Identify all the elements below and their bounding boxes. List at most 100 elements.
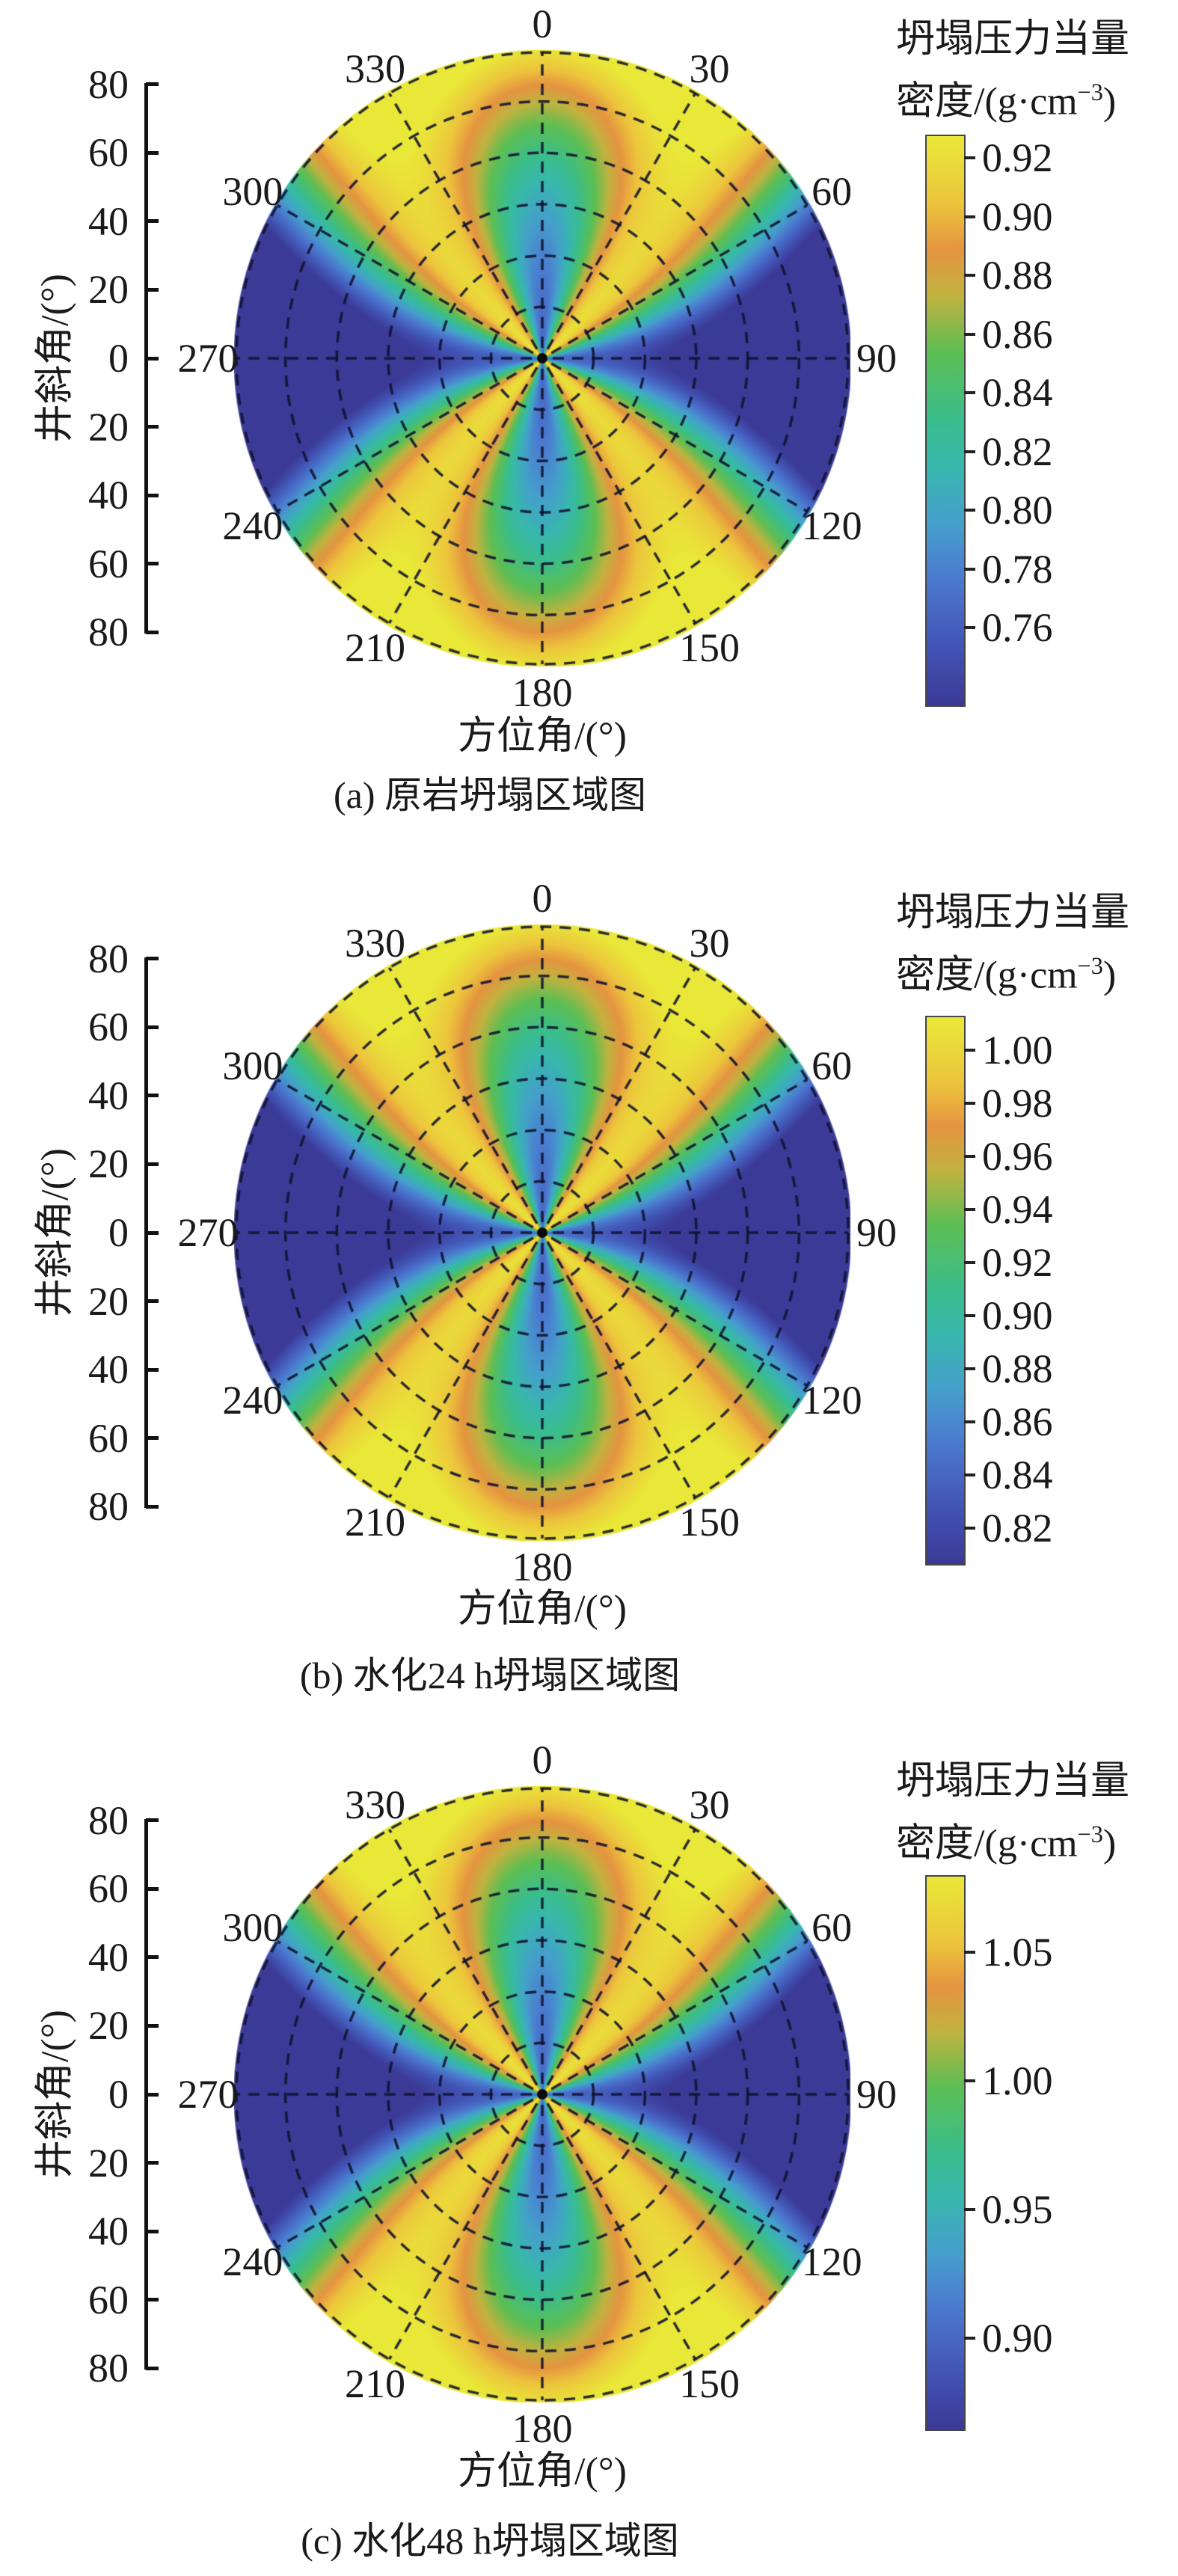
y-axis-tick-label: 20 (88, 1278, 129, 1324)
x-axis-title: 方位角/(°) (458, 715, 627, 758)
superscript-exponent: −3 (1077, 1821, 1103, 1847)
y-axis-tick-label: 0 (108, 1210, 129, 1255)
angular-tick-label: 210 (345, 2361, 405, 2407)
colorbar-tick-label: 1.00 (982, 2058, 1053, 2104)
y-axis-title-text: 井斜角/(°) (34, 1148, 77, 1317)
y-axis-title: 井斜角/(°) (23, 2010, 79, 2179)
y-axis-tick-mark (146, 1230, 159, 1235)
colorbar-tick-label: 0.82 (982, 1506, 1053, 1551)
colorbar-tick-mark (964, 274, 975, 277)
colorbar-tick-mark (964, 1367, 975, 1371)
colorbar-tick-mark (964, 450, 975, 453)
y-axis-tick-mark (146, 2161, 159, 2165)
angular-tick-label: 210 (345, 625, 405, 671)
colorbar-title: 坍塌压力当量 密度/(g·cm−3) (896, 1755, 1177, 1870)
angular-tick-label: 150 (679, 625, 740, 671)
colorbar-tick-mark (964, 2079, 975, 2083)
angular-tick-label: 270 (177, 2072, 239, 2117)
y-axis-tick-mark (146, 1094, 159, 1098)
colorbar-title: 坍塌压力当量 密度/(g·cm−3) (896, 13, 1177, 128)
colorbar-tick-mark (964, 1951, 975, 1954)
polar-heatmap-canvas (234, 50, 850, 666)
polar-heatmap-canvas (234, 1786, 850, 2402)
angular-tick-label: 210 (345, 1500, 405, 1545)
colorbar-tick-mark (964, 391, 975, 395)
y-axis-tick-mark (146, 630, 159, 634)
y-axis-tick-mark (146, 957, 159, 961)
colorbar-tick-mark (964, 1102, 975, 1105)
angular-tick-label: 330 (345, 1782, 405, 1827)
angular-tick-label: 300 (222, 168, 283, 214)
y-axis-tick-label: 60 (88, 1866, 129, 1912)
colorbar-tick-mark (964, 567, 975, 571)
colorbar-title-line2: 密度/(g·cm−3) (896, 1808, 1177, 1870)
colorbar-tick-label: 0.80 (982, 488, 1053, 533)
angular-tick-label: 270 (177, 336, 239, 381)
x-axis-title: 方位角/(°) (458, 1588, 627, 1631)
y-axis-tick-mark (146, 1818, 159, 1823)
y-axis-tick-label: 40 (88, 2209, 129, 2254)
angular-tick-label: 150 (679, 2361, 740, 2407)
y-axis-title-text: 井斜角/(°) (34, 2010, 77, 2179)
y-axis-tick-label: 80 (88, 2346, 129, 2391)
y-axis-tick-label: 40 (88, 473, 129, 518)
y-axis-tick-mark (146, 82, 159, 87)
y-axis-tick-mark (146, 2023, 159, 2028)
angular-tick-label: 330 (345, 46, 405, 91)
y-axis-title-text: 井斜角/(°) (34, 274, 77, 443)
angular-tick-label: 30 (689, 1782, 730, 1827)
colorbar-tick-mark (964, 509, 975, 512)
colorbar-tick-label: 1.05 (982, 1930, 1053, 1975)
x-axis-title: 方位角/(°) (458, 2450, 627, 2493)
angular-tick-label: 90 (856, 2072, 897, 2117)
angular-tick-label: 30 (689, 46, 730, 91)
colorbar-tick-mark (964, 1473, 975, 1477)
y-axis-tick-label: 40 (88, 198, 129, 244)
colorbar-tick-label: 0.96 (982, 1134, 1053, 1180)
y-axis-tick-label: 60 (88, 541, 129, 586)
colorbar-tick-mark (964, 1208, 975, 1212)
colorbar-gradient (925, 1875, 966, 2431)
y-axis-tick-label: 0 (108, 336, 129, 381)
colorbar-unit-suffix: ) (1102, 1822, 1117, 1865)
colorbar-title-line1: 坍塌压力当量 (896, 18, 1130, 61)
colorbar-gradient (925, 135, 966, 707)
colorbar-unit-prefix: 密度/(g·cm (896, 1822, 1078, 1865)
y-axis-tick-label: 60 (88, 130, 129, 176)
angular-tick-label: 240 (222, 2239, 283, 2284)
colorbar-tick-label: 0.88 (982, 253, 1053, 298)
y-axis-tick-label: 80 (88, 61, 129, 107)
subplot-caption: (a) 原岩坍塌区域图 (334, 774, 646, 816)
angular-tick-label: 240 (222, 503, 283, 548)
y-axis-tick-mark (146, 1299, 159, 1304)
colorbar-tick-mark (964, 2208, 975, 2212)
y-axis-tick-mark (146, 150, 159, 155)
angular-tick-label: 60 (812, 1043, 853, 1088)
colorbar-tick-mark (964, 1155, 975, 1159)
colorbar-tick-mark (964, 626, 975, 630)
colorbar-tick-label: 0.90 (982, 194, 1053, 239)
colorbar-title: 坍塌压力当量 密度/(g·cm−3) (896, 887, 1177, 1002)
y-axis-tick-label: 20 (88, 1141, 129, 1187)
y-axis-tick-mark (146, 493, 159, 497)
colorbar-tick-label: 0.90 (982, 1293, 1053, 1339)
angular-tick-label: 0 (532, 876, 553, 921)
colorbar-tick-mark (964, 1314, 975, 1318)
y-axis-tick-mark (146, 2229, 159, 2233)
colorbar-tick-label: 0.98 (982, 1081, 1053, 1126)
angular-tick-label: 60 (812, 168, 853, 214)
angular-tick-label: 90 (856, 1210, 897, 1255)
y-axis-tick-label: 20 (88, 404, 129, 450)
y-axis-line (144, 957, 148, 1508)
y-axis-tick-label: 40 (88, 1934, 129, 1980)
colorbar-tick-mark (964, 1527, 975, 1530)
y-axis-title: 井斜角/(°) (23, 1148, 79, 1317)
angular-tick-label: 300 (222, 1043, 283, 1088)
y-axis-tick-mark (146, 356, 159, 361)
colorbar-tick-label: 0.84 (982, 1453, 1053, 1498)
colorbar-tick-mark (964, 215, 975, 218)
colorbar-title-line2: 密度/(g·cm−3) (896, 939, 1177, 1002)
y-axis-tick-mark (146, 2298, 159, 2302)
y-axis-line (144, 83, 148, 634)
